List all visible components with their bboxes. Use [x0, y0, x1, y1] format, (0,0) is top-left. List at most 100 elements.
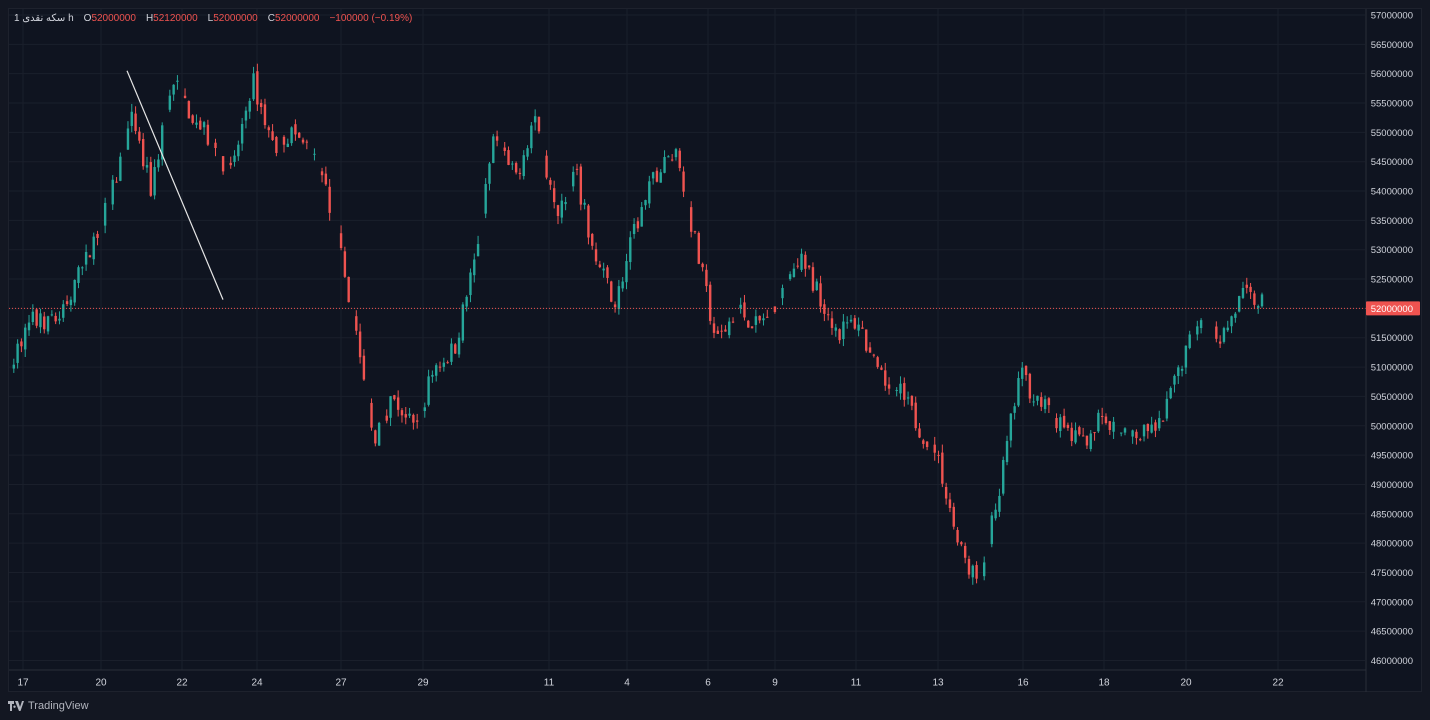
- candle-body: [983, 562, 986, 577]
- candle-body: [1245, 284, 1248, 288]
- candle-body: [259, 102, 263, 108]
- candle-body: [826, 314, 830, 316]
- price-tick-label: 47000000: [1371, 597, 1413, 608]
- candle-body: [58, 318, 61, 321]
- time-tick-label: 20: [95, 678, 107, 689]
- candle-body: [712, 323, 716, 333]
- time-tick-label: 11: [851, 678, 862, 689]
- candle-body: [853, 318, 857, 329]
- candle-body: [514, 163, 518, 173]
- price-axis[interactable]: 57000000 56500000 56000000 55500000 55000000…: [1365, 9, 1413, 692]
- last-price-label: 52000000: [1371, 304, 1413, 315]
- symbol-name[interactable]: سکه نقدی 1 h: [14, 13, 74, 24]
- candle-body: [724, 329, 727, 332]
- candle-body: [522, 155, 525, 177]
- candle-body: [701, 263, 704, 268]
- candle-body: [644, 200, 647, 206]
- candle-body: [530, 125, 533, 149]
- candle-body: [537, 116, 541, 132]
- candle-body: [1173, 375, 1176, 385]
- candle-body: [320, 171, 324, 176]
- candle-body: [1100, 416, 1104, 418]
- candle-body: [263, 104, 267, 126]
- candle-body: [1158, 418, 1161, 429]
- high-value: 52120000: [153, 13, 198, 24]
- candle-body: [252, 73, 255, 100]
- candle-body: [640, 207, 643, 227]
- candle-body: [1234, 313, 1237, 318]
- candle-body: [442, 362, 446, 367]
- candle-body: [1165, 398, 1169, 419]
- candle-body: [747, 320, 750, 328]
- candle-body: [910, 395, 914, 406]
- candle-body: [880, 367, 883, 370]
- candle-body: [670, 159, 674, 161]
- candle-body: [693, 231, 697, 233]
- candle-body: [328, 186, 331, 213]
- candle-body: [119, 156, 122, 181]
- candle-body: [16, 343, 19, 363]
- candle-body: [1002, 460, 1005, 494]
- candle-body: [229, 162, 232, 166]
- candle-body: [1066, 424, 1070, 428]
- candle-body: [728, 321, 731, 336]
- price-tick-label: 46000000: [1371, 656, 1413, 667]
- candle-body: [1036, 395, 1039, 401]
- candle-body: [473, 259, 476, 276]
- candle-body: [27, 322, 31, 331]
- tradingview-logo-icon: [8, 701, 24, 711]
- candle-body: [1184, 345, 1188, 368]
- time-tick-label: 22: [176, 678, 188, 689]
- candle-body: [697, 232, 700, 264]
- candle-body: [948, 499, 952, 509]
- close-value: 52000000: [274, 13, 320, 24]
- candle-body: [918, 428, 921, 438]
- candle-body: [347, 276, 350, 303]
- resistance-trendline[interactable]: [126, 70, 224, 300]
- candle-body: [887, 384, 891, 389]
- candle-body: [922, 440, 925, 444]
- candle-body: [1169, 387, 1172, 399]
- candle-body: [237, 144, 240, 157]
- candle-body: [50, 314, 54, 316]
- candle-body: [1005, 441, 1009, 463]
- candle-body: [1032, 401, 1035, 403]
- candle-body: [141, 139, 145, 167]
- candle-body: [1226, 327, 1229, 331]
- candle-body: [1154, 422, 1157, 431]
- candle-body: [1047, 398, 1051, 406]
- candle-body: [495, 136, 499, 141]
- candle-body: [1249, 286, 1252, 292]
- candle-body: [625, 261, 628, 283]
- candle-body: [1177, 367, 1180, 377]
- candle-body: [244, 110, 248, 121]
- candle-body: [556, 205, 560, 217]
- price-tick-label: 55000000: [1371, 128, 1413, 139]
- candle-body: [975, 565, 978, 579]
- price-chart[interactable]: 57000000 56500000 56000000 55500000 55000000…: [0, 0, 1430, 694]
- candle-body: [286, 143, 289, 148]
- time-tick-label: 16: [1017, 678, 1029, 689]
- candle-body: [594, 249, 598, 262]
- footer-bar: TradingView: [0, 694, 1430, 720]
- ohlc-legend: سکه نقدی 1 h O52000000 H52120000 L520000…: [14, 12, 418, 26]
- candle-body: [564, 202, 567, 205]
- candle-body: [461, 304, 465, 341]
- time-axis[interactable]: 17 20 22 24 27 29 11 4 6 9 11 13 16 18 20 22: [9, 669, 1366, 689]
- candle-body: [476, 244, 480, 257]
- candle-body: [1146, 424, 1150, 432]
- candle-body: [617, 286, 621, 310]
- candle-body: [438, 366, 442, 368]
- candle-body: [294, 124, 297, 135]
- price-tick-label: 57000000: [1371, 11, 1413, 22]
- candle-body: [792, 268, 796, 278]
- candle-body: [800, 253, 803, 270]
- candle-body: [153, 167, 156, 196]
- time-tick-label: 24: [251, 678, 263, 689]
- tradingview-brand[interactable]: TradingView: [8, 700, 89, 712]
- candle-body: [84, 251, 88, 265]
- candle-body: [560, 200, 563, 218]
- candle-body: [214, 142, 217, 149]
- price-tick-label: 54000000: [1371, 187, 1413, 198]
- candle-body: [149, 162, 153, 196]
